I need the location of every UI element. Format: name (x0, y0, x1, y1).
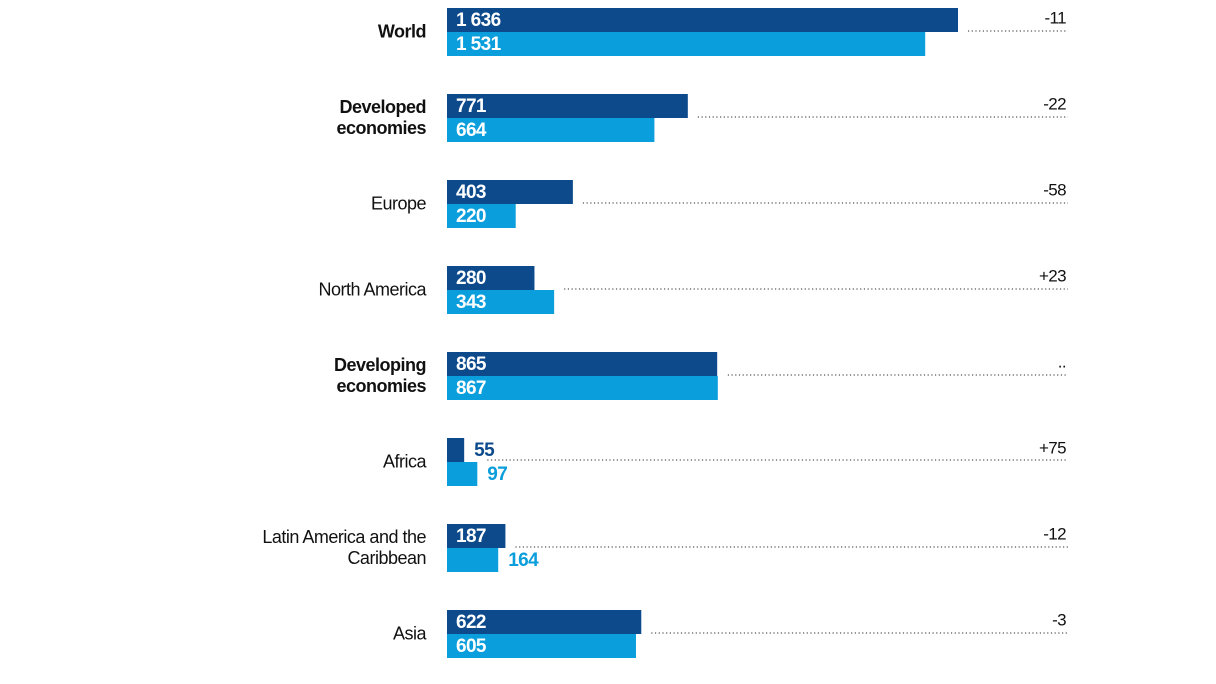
value-label: 771 (456, 96, 487, 117)
bar (447, 94, 688, 118)
bar (447, 118, 655, 142)
change-label: -12 (1043, 524, 1066, 543)
bar (447, 548, 499, 572)
value-label: 55 (474, 440, 495, 461)
value-label: 622 (456, 612, 486, 633)
bar (447, 32, 926, 56)
change-label: .. (1058, 352, 1066, 371)
bar (447, 376, 718, 400)
bar (447, 266, 535, 290)
value-label: 280 (456, 268, 486, 289)
bar (447, 180, 573, 204)
category-label: World (377, 21, 427, 42)
value-label: 164 (508, 550, 539, 571)
category-label: North America (318, 279, 426, 300)
value-label: 865 (456, 354, 487, 375)
value-label: 664 (456, 120, 487, 141)
value-label: 1 636 (456, 10, 501, 31)
bar (447, 290, 555, 314)
value-label: 220 (456, 206, 486, 227)
bar (447, 462, 478, 486)
value-label: 343 (456, 292, 486, 313)
category-label: Europe (370, 193, 427, 214)
value-label: 1 531 (456, 34, 502, 55)
bar (447, 8, 958, 32)
bar (447, 204, 516, 228)
value-label: 403 (456, 182, 486, 203)
category-label: Asia (392, 623, 427, 644)
change-label: -11 (1044, 8, 1066, 27)
value-label: 187 (456, 526, 486, 547)
value-label: 97 (487, 464, 507, 485)
change-label: -22 (1043, 94, 1066, 113)
change-label: -58 (1043, 180, 1066, 199)
bar (447, 352, 718, 376)
value-label: 605 (456, 636, 487, 657)
change-label: -3 (1052, 610, 1066, 629)
bar (447, 610, 642, 634)
category-label: Latin America and the Caribbean (262, 527, 426, 568)
category-label: Developing economies (333, 355, 427, 396)
category-label: Africa (382, 451, 427, 472)
bar (447, 524, 506, 548)
value-label: 867 (456, 378, 486, 399)
bar (447, 634, 636, 658)
change-label: +75 (1039, 438, 1066, 457)
category-label: Developed economies (336, 97, 426, 138)
change-label: +23 (1039, 266, 1066, 285)
bar (447, 438, 465, 462)
